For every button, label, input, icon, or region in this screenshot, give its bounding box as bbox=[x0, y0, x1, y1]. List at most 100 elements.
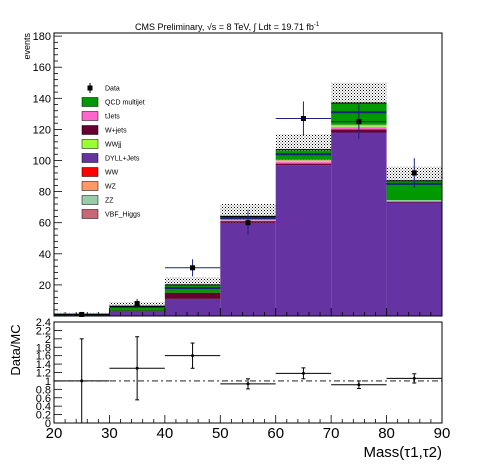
main-y-axis-label: events bbox=[22, 33, 32, 60]
ratio-y-tick-label: 0.2 bbox=[36, 410, 51, 422]
legend: Data QCD multijet tJets W+jets WWjj DYLL+Jets… bbox=[81, 83, 145, 219]
ratio-point bbox=[412, 376, 416, 380]
stack-bar-dyll-jets bbox=[386, 202, 442, 316]
title-sqrt: √s bbox=[207, 22, 217, 32]
ratio-point bbox=[80, 379, 84, 383]
x-tick-label: 70 bbox=[323, 425, 340, 442]
ratio-y-tick-label: 0.8 bbox=[36, 384, 51, 396]
legend-swatch bbox=[81, 181, 99, 191]
main-x-axis bbox=[53, 308, 443, 316]
ratio-point bbox=[301, 371, 305, 375]
title-energy: = 8 TeV, bbox=[216, 22, 253, 32]
plot-title: CMS Preliminary, √s = 8 TeV, ∫ Ldt = 19.… bbox=[135, 22, 320, 32]
x-tick-label: 20 bbox=[46, 425, 63, 442]
stack-bar-w-jets bbox=[386, 201, 442, 203]
data-point bbox=[356, 119, 362, 125]
main-y-tick-label: 60 bbox=[39, 218, 51, 230]
x-tick-label: 60 bbox=[267, 425, 284, 442]
ratio-y-tick-label: 2.4 bbox=[36, 317, 51, 329]
ratio-point bbox=[246, 382, 250, 386]
ratio-y-tick-label: 1 bbox=[45, 376, 51, 388]
ratio-y-tick-label: 1.2 bbox=[36, 368, 51, 380]
ratio-y-tick-label: 0.4 bbox=[36, 401, 51, 413]
ratio-panel: 00.20.40.60.811.21.41.61.822.22.4 20 30 40… bbox=[8, 317, 450, 461]
stack-bar-dyll-jets bbox=[331, 132, 387, 316]
stack-bar-tjets bbox=[386, 200, 442, 202]
stack-bar-dyll-jets bbox=[164, 298, 221, 316]
legend-swatch bbox=[81, 97, 99, 107]
stack-bar-dyll-jets bbox=[220, 222, 276, 316]
x-tick-label: 50 bbox=[212, 425, 229, 442]
legend-label: ZZ bbox=[105, 198, 114, 205]
ratio-point bbox=[357, 383, 361, 387]
legend-label: WW bbox=[105, 170, 119, 177]
stack-bar-w-jets bbox=[275, 163, 332, 166]
ratio-frame-bg bbox=[54, 322, 442, 423]
ratio-y-tick-label: 1.6 bbox=[36, 351, 51, 363]
title-lumi-exponent: -1 bbox=[314, 22, 320, 28]
main-panel: 20 40 60 80 100 120 140 160 180 events bbox=[22, 31, 443, 317]
legend-label: DYLL+Jets bbox=[105, 156, 140, 163]
stack-bar-dyll-jets bbox=[275, 165, 332, 316]
legend-label: VBF_Higgs bbox=[105, 212, 141, 219]
ratio-y-tick-label: 1.4 bbox=[36, 359, 51, 371]
main-y-tick-label: 20 bbox=[39, 280, 51, 292]
stack-bar-qcd-multijet bbox=[386, 180, 442, 201]
title-lumi: ∫ Ldt = 19.71 fb bbox=[253, 22, 314, 32]
main-y-tick-label: 140 bbox=[33, 93, 51, 105]
ratio-x-axis: 20 30 40 50 60 70 80 90 bbox=[46, 415, 451, 442]
main-y-tick-label: 100 bbox=[33, 156, 51, 168]
stack-bar-w-jets bbox=[164, 292, 221, 299]
ratio-y-axis-label: Data/MC bbox=[8, 324, 23, 375]
legend-swatch bbox=[81, 139, 99, 149]
ratio-y-axis: 00.20.40.60.811.21.41.61.822.22.4 bbox=[36, 317, 62, 430]
legend-swatch bbox=[81, 167, 99, 177]
main-y-tick-label: 180 bbox=[33, 31, 51, 43]
main-y-tick-label: 80 bbox=[39, 187, 51, 199]
x-tick-label: 80 bbox=[378, 425, 395, 442]
ratio-point bbox=[135, 366, 139, 370]
stack-bar-qcd-multijet bbox=[109, 306, 165, 311]
legend-label: W+jets bbox=[105, 128, 127, 135]
ratio-point bbox=[191, 354, 195, 358]
ratio-y-tick-label: 0.6 bbox=[36, 393, 51, 405]
legend-swatch bbox=[81, 209, 99, 219]
data-point bbox=[411, 170, 417, 176]
legend-label: QCD multijet bbox=[105, 100, 145, 107]
legend-label: tJets bbox=[105, 114, 120, 121]
stack-bar-wz bbox=[275, 159, 332, 161]
legend-label: WWjj bbox=[105, 142, 122, 149]
svg-text:CMS Preliminary, √s = 8 TeV, ∫: CMS Preliminary, √s = 8 TeV, ∫ Ldt = 19.… bbox=[135, 22, 320, 32]
ratio-points bbox=[54, 336, 442, 424]
legend-label: Data bbox=[105, 86, 120, 93]
x-tick-label: 90 bbox=[434, 425, 451, 442]
stack-bar-w-jets bbox=[109, 310, 165, 312]
ratio-y-tick-label: 0 bbox=[45, 418, 51, 430]
x-axis-label: Mass(τ1,τ2) bbox=[363, 444, 442, 461]
main-y-tick-label: 120 bbox=[33, 124, 51, 136]
data-point bbox=[300, 116, 306, 122]
legend-swatch bbox=[81, 195, 99, 205]
legend-label: WZ bbox=[105, 184, 117, 191]
data-points bbox=[79, 101, 417, 317]
main-frame bbox=[53, 32, 443, 317]
x-tick-label: 30 bbox=[101, 425, 118, 442]
main-y-tick-label: 160 bbox=[33, 62, 51, 74]
stack-bar-zz bbox=[275, 160, 332, 162]
data-point bbox=[245, 220, 251, 226]
legend-swatch bbox=[81, 153, 99, 163]
stack-bar-zz bbox=[386, 200, 442, 201]
title-prefix: CMS Preliminary, bbox=[135, 22, 207, 32]
ratio-y-tick-label: 2.2 bbox=[36, 325, 51, 337]
data-point bbox=[190, 265, 196, 271]
data-point bbox=[134, 301, 140, 307]
legend-swatch bbox=[81, 125, 99, 135]
data-point bbox=[79, 311, 85, 317]
ratio-y-tick-label: 1.8 bbox=[36, 342, 51, 354]
stack-bar-wwjj bbox=[275, 161, 332, 163]
main-y-axis: 20 40 60 80 100 120 140 160 180 bbox=[33, 31, 62, 317]
ratio-y-tick-label: 2 bbox=[45, 334, 51, 346]
legend-swatch bbox=[81, 111, 99, 121]
main-y-tick-label: 40 bbox=[39, 249, 51, 261]
